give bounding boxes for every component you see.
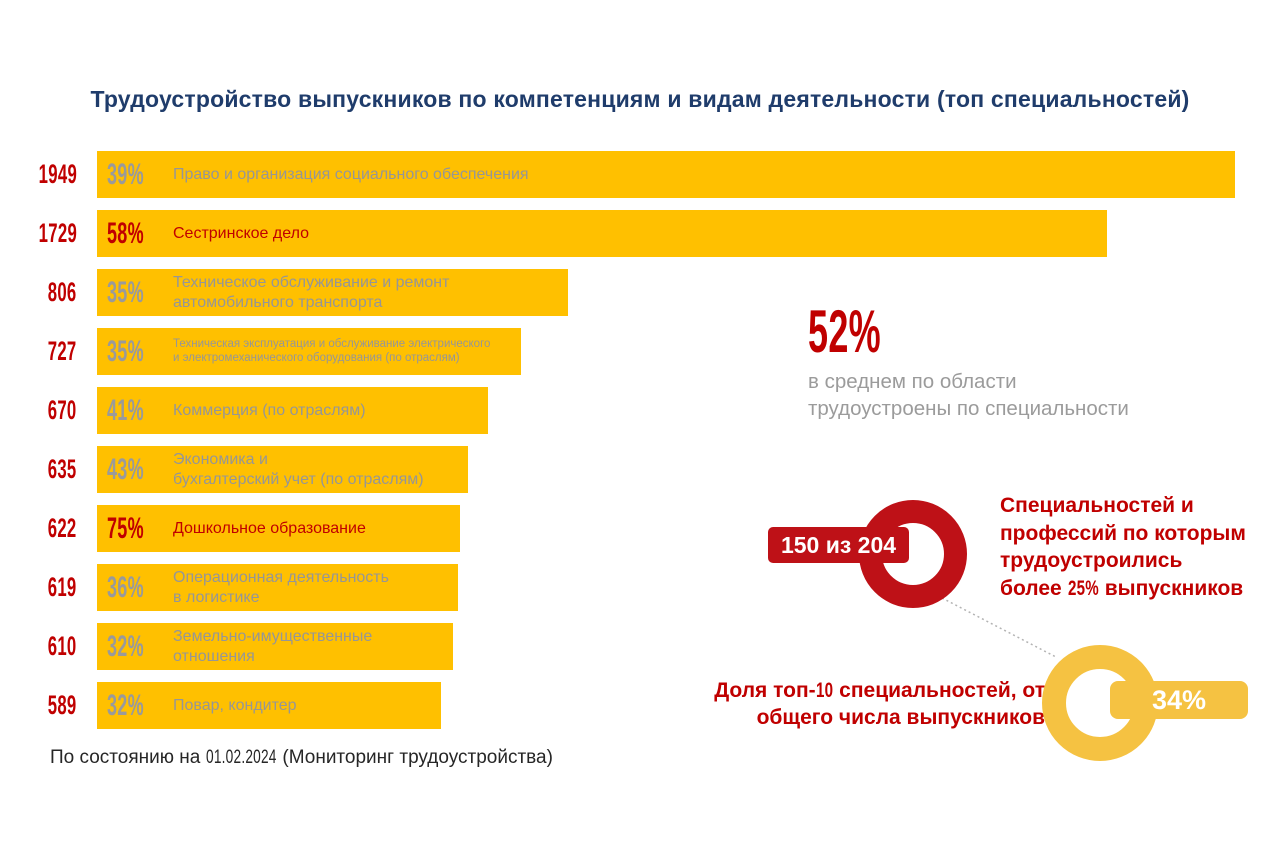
report-date: 01.02.2024 bbox=[205, 747, 277, 768]
specialty-label: Коммерция (по отраслям) bbox=[173, 401, 366, 419]
employment-percent: 32% bbox=[107, 688, 144, 722]
bar-row: 806 35% Техническое обслуживание и ремонт … bbox=[0, 269, 1280, 316]
graduate-count: 589 bbox=[48, 690, 77, 720]
red-caption-line1: Специальностей и bbox=[1000, 494, 1194, 517]
avg-employment-value: 52% bbox=[808, 298, 881, 365]
top-10-number: 10 bbox=[815, 679, 833, 702]
employment-percent: 39% bbox=[107, 157, 144, 191]
red-donut-caption: Специальностей и профессий по которым тр… bbox=[1000, 492, 1260, 602]
specialty-bar: 32% Повар, кондитер bbox=[97, 682, 441, 729]
bar-row: 635 43% Экономика и бухгалтерский учет (по… bbox=[0, 446, 1280, 493]
avg-caption-line2: трудоустроены по специальности bbox=[808, 397, 1129, 420]
employment-percent: 35% bbox=[107, 275, 144, 309]
yellow-donut-caption: Доля топ-10 специальностей, от общего чи… bbox=[640, 677, 1045, 731]
employment-percent: 43% bbox=[107, 452, 144, 486]
bar-row: 727 35% Техническая эксплуатация и обслужи… bbox=[0, 328, 1280, 375]
graduate-count: 670 bbox=[48, 395, 77, 425]
graduate-count: 622 bbox=[48, 513, 77, 543]
employment-percent: 35% bbox=[107, 334, 144, 368]
specialty-label: Повар, кондитер bbox=[173, 696, 297, 714]
specialty-label: Сестринское дело bbox=[173, 224, 309, 242]
bar-row: 670 41% Коммерция (по отраслям) bbox=[0, 387, 1280, 434]
employment-percent: 36% bbox=[107, 570, 144, 604]
specialty-label: Экономика и бухгалтерский учет (по отрас… bbox=[173, 451, 424, 488]
specialty-bar: 36% Операционная деятельность в логистике bbox=[97, 564, 458, 611]
specialty-label: Техническая эксплуатация и обслуживание … bbox=[173, 338, 491, 364]
red-caption-line3: трудоустроились bbox=[1000, 549, 1183, 572]
bar-row: 1949 39% Право и организация социального о… bbox=[0, 151, 1280, 198]
employment-percent: 41% bbox=[107, 393, 144, 427]
bar-row: 610 32% Земельно-имущественные отношения bbox=[0, 623, 1280, 670]
percent-25: 25% bbox=[1067, 576, 1099, 600]
avg-employment-caption: в среднем по области трудоустроены по сп… bbox=[808, 368, 1129, 422]
specialty-label: Операционная деятельность в логистике bbox=[173, 569, 389, 606]
specialty-bar: 32% Земельно-имущественные отношения bbox=[97, 623, 453, 670]
specialty-bar: 41% Коммерция (по отраслям) bbox=[97, 387, 488, 434]
graduate-count: 610 bbox=[48, 631, 77, 661]
avg-caption-line1: в среднем по области bbox=[808, 370, 1017, 393]
employment-percent: 58% bbox=[107, 216, 144, 250]
red-caption-line2: профессий по которым bbox=[1000, 521, 1246, 545]
specialty-label: Право и организация социального обеспече… bbox=[173, 165, 529, 183]
red-caption-line4: более 25% выпускников bbox=[1000, 575, 1260, 603]
footnote: По состоянию на 01.02.2024 (Мониторинг т… bbox=[50, 747, 553, 768]
employment-percent: 32% bbox=[107, 629, 144, 663]
graduate-count: 1729 bbox=[38, 218, 77, 248]
specialty-label: Техническое обслуживание и ремонт автомо… bbox=[173, 274, 450, 311]
yellow-donut-badge: 34% bbox=[1110, 681, 1248, 719]
graduate-count: 619 bbox=[48, 572, 77, 602]
bar-row: 619 36% Операционная деятельность в логист… bbox=[0, 564, 1280, 611]
yellow-caption-line2: общего числа выпускников bbox=[756, 706, 1045, 729]
red-donut-badge: 150 из 204 bbox=[768, 527, 909, 563]
specialty-bar: 35% Техническая эксплуатация и обслуживан… bbox=[97, 328, 521, 375]
specialty-bar: 43% Экономика и бухгалтерский учет (по от… bbox=[97, 446, 468, 493]
specialty-label: Земельно-имущественные отношения bbox=[173, 628, 373, 665]
yellow-caption-line1: Доля топ-10 специальностей, от bbox=[714, 679, 1045, 702]
graduate-count: 806 bbox=[48, 277, 77, 307]
specialty-bar: 35% Техническое обслуживание и ремонт авт… bbox=[97, 269, 568, 316]
page-title: Трудоустройство выпускников по компетенц… bbox=[90, 86, 1190, 112]
graduate-count: 727 bbox=[48, 336, 77, 366]
specialty-bar: 75% Дошкольное образование bbox=[97, 505, 460, 552]
bar-row: 589 32% Повар, кондитер bbox=[0, 682, 1280, 729]
graduate-count: 1949 bbox=[38, 159, 77, 189]
specialty-bar: 58% Сестринское дело bbox=[97, 210, 1107, 257]
bar-row: 1729 58% Сестринское дело bbox=[0, 210, 1280, 257]
specialty-bar: 39% Право и организация социального обесп… bbox=[97, 151, 1235, 198]
graduate-count: 635 bbox=[48, 454, 77, 484]
employment-percent: 75% bbox=[107, 511, 144, 545]
specialty-label: Дошкольное образование bbox=[173, 519, 366, 537]
bar-row: 622 75% Дошкольное образование bbox=[0, 505, 1280, 552]
